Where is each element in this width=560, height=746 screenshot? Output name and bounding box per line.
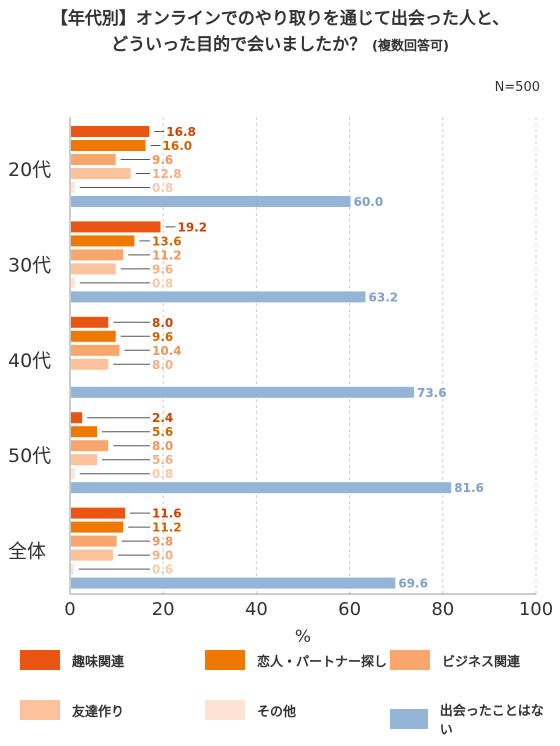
- chart-title: 【年代別】オンラインでのやり取りを通じて出会った人と、 どういった目的で会いまし…: [0, 6, 560, 60]
- data-label: 19.2: [177, 220, 207, 234]
- data-label: 9.6: [152, 153, 173, 167]
- legend-item: ビジネス関連: [390, 650, 520, 670]
- data-label: 0.6: [152, 563, 173, 577]
- data-label: 11.2: [152, 248, 182, 262]
- category-label: 40代: [8, 350, 51, 372]
- bar: [71, 316, 109, 328]
- data-label: 16.8: [166, 125, 196, 139]
- data-label: 9.6: [152, 262, 173, 276]
- title-note: (複数回答可): [372, 39, 449, 54]
- data-label: 8.0: [152, 439, 173, 453]
- bar: [71, 126, 150, 137]
- x-tick-label: 40: [245, 599, 268, 620]
- bar: [71, 412, 83, 424]
- bar: [71, 563, 74, 575]
- bar: [71, 386, 414, 398]
- legend-label: 友達作り: [72, 704, 125, 720]
- category-label: 30代: [8, 254, 51, 276]
- bar: [71, 358, 109, 370]
- bar: [71, 196, 351, 207]
- bar-chart: 0 20 40 60 80 100%20代16.816.09.612.80.860.030…: [8, 117, 553, 647]
- legend-swatch: [205, 650, 245, 670]
- x-tick-label: 60: [338, 599, 361, 620]
- legend-swatch: [20, 700, 60, 720]
- bar: [71, 507, 126, 519]
- legend-label: 趣味関連: [72, 654, 125, 670]
- legend-item: その他: [205, 700, 296, 720]
- data-label: 69.6: [398, 577, 428, 591]
- data-label: 0.8: [152, 276, 173, 290]
- bar: [71, 344, 120, 356]
- legend-swatch: [390, 709, 428, 729]
- bar: [71, 221, 161, 233]
- legend-item: 恋人・パートナー探し: [205, 650, 387, 670]
- sample-size-label: N=500: [494, 80, 540, 95]
- data-label: 9.0: [152, 549, 173, 563]
- data-label: 60.0: [354, 195, 384, 209]
- data-label: 11.6: [152, 507, 182, 521]
- legend-label: その他: [257, 704, 297, 720]
- title-line-2: どういった目的で会いましたか？ (複数回答可): [0, 32, 560, 60]
- bar: [71, 468, 75, 480]
- data-label: 9.8: [152, 535, 173, 549]
- data-label: 16.0: [163, 139, 193, 153]
- bar: [71, 549, 113, 561]
- bar: [71, 168, 131, 179]
- legend-label: 恋人・パートナー探し: [257, 654, 388, 670]
- data-label: 8.0: [152, 358, 173, 372]
- bar: [71, 249, 124, 261]
- data-label: 12.8: [152, 167, 182, 181]
- bar: [71, 263, 116, 275]
- bar: [71, 277, 75, 289]
- bar: [71, 521, 124, 533]
- category-label: 50代: [8, 445, 51, 467]
- data-label: 2.4: [152, 411, 173, 425]
- x-axis-label: %: [295, 627, 311, 647]
- category-label: 全体: [8, 541, 46, 563]
- x-tick-label: 80: [431, 599, 454, 620]
- bar: [71, 330, 116, 342]
- bar: [71, 454, 98, 466]
- data-label: 8.0: [152, 316, 173, 330]
- x-tick-label: 100: [519, 599, 553, 620]
- bar: [71, 426, 98, 438]
- bar: [71, 577, 396, 589]
- title-line-1: 【年代別】オンラインでのやり取りを通じて出会った人と、: [50, 9, 510, 29]
- bar: [71, 182, 75, 193]
- data-label: 63.2: [369, 290, 399, 304]
- bar: [71, 235, 135, 247]
- bar: [71, 440, 109, 452]
- legend-swatch: [390, 650, 430, 670]
- data-label: 81.6: [454, 481, 484, 495]
- legend-item: 趣味関連: [20, 650, 124, 670]
- bar: [71, 482, 452, 494]
- bar: [71, 291, 366, 303]
- data-label: 11.2: [152, 521, 182, 535]
- bar: [71, 154, 116, 165]
- category-label: 20代: [8, 159, 51, 181]
- x-tick-label: 0: [64, 599, 75, 620]
- bar: [71, 535, 117, 547]
- data-label: 10.4: [152, 344, 182, 358]
- data-label: 5.6: [152, 425, 173, 439]
- data-label: 0.8: [152, 181, 173, 195]
- data-label: 5.6: [152, 453, 173, 467]
- x-tick-label: 20: [152, 599, 175, 620]
- legend-swatch: [20, 650, 60, 670]
- data-label: 9.6: [152, 330, 173, 344]
- title-line-2-text: どういった目的で会いましたか？: [111, 35, 367, 55]
- bar: [71, 140, 146, 151]
- legend-swatch: [205, 700, 245, 720]
- legend-label: ビジネス関連: [442, 654, 521, 670]
- data-label: 13.6: [152, 234, 182, 248]
- data-label: 0.8: [152, 467, 173, 481]
- legend-label: 出会ったことはない: [439, 704, 544, 738]
- legend-item: 出会ったことはない: [390, 700, 550, 738]
- legend-item: 友達作り: [20, 700, 124, 720]
- data-label: 73.6: [417, 386, 447, 400]
